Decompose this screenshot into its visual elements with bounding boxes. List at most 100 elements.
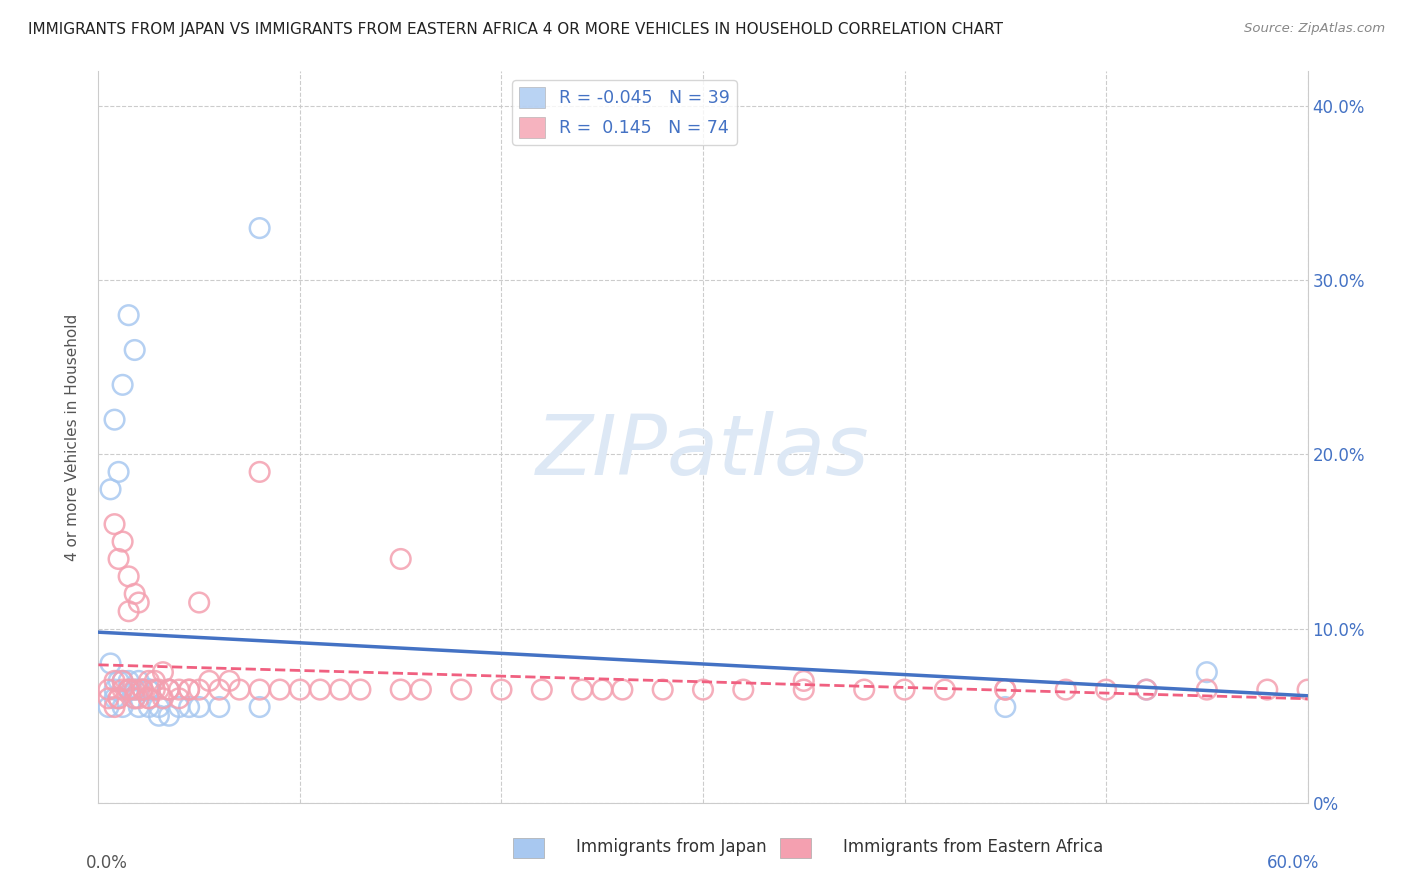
Point: [167, 682, 190, 697]
Point: [409, 682, 432, 697]
Point: [1195, 665, 1218, 680]
Point: [329, 682, 352, 697]
Point: [132, 682, 155, 697]
Text: ZIPatlas: ZIPatlas: [536, 411, 870, 492]
Point: [188, 700, 211, 714]
Point: [97, 700, 120, 714]
Point: [934, 682, 956, 697]
Point: [491, 682, 513, 697]
Point: [994, 682, 1017, 697]
Point: [111, 377, 134, 392]
Point: [152, 691, 174, 706]
Point: [138, 673, 160, 688]
Point: [118, 682, 141, 697]
Point: [612, 682, 634, 697]
Point: [571, 682, 593, 697]
Point: [111, 682, 134, 697]
Point: [198, 673, 221, 688]
Point: [228, 682, 250, 697]
Point: [132, 682, 155, 697]
Point: [167, 700, 190, 714]
Point: [128, 700, 150, 714]
Point: [118, 569, 141, 583]
Text: Immigrants from Eastern Africa: Immigrants from Eastern Africa: [801, 838, 1104, 856]
Point: [107, 673, 129, 688]
Point: [118, 682, 141, 697]
Point: [1054, 682, 1077, 697]
Point: [167, 691, 190, 706]
Point: [118, 604, 141, 618]
Point: [1256, 682, 1278, 697]
Point: [118, 673, 141, 688]
Point: [103, 700, 125, 714]
Point: [157, 682, 180, 697]
Point: [118, 682, 141, 697]
Point: [157, 708, 180, 723]
Point: [148, 708, 170, 723]
Point: [138, 682, 160, 697]
Point: [107, 691, 129, 706]
Point: [249, 682, 271, 697]
Point: [100, 657, 122, 671]
Point: [188, 682, 211, 697]
Point: [124, 682, 146, 697]
Point: [349, 682, 371, 697]
Point: [124, 691, 146, 706]
Point: [389, 552, 412, 566]
Point: [111, 673, 134, 688]
Point: [118, 682, 141, 697]
Point: [148, 682, 170, 697]
Text: Source: ZipAtlas.com: Source: ZipAtlas.com: [1244, 22, 1385, 36]
Point: [107, 465, 129, 479]
Text: IMMIGRANTS FROM JAPAN VS IMMIGRANTS FROM EASTERN AFRICA 4 OR MORE VEHICLES IN HO: IMMIGRANTS FROM JAPAN VS IMMIGRANTS FROM…: [28, 22, 1002, 37]
Point: [128, 595, 150, 609]
Point: [179, 682, 201, 697]
Point: [249, 700, 271, 714]
Point: [124, 343, 146, 357]
Point: [994, 700, 1017, 714]
Point: [1135, 682, 1157, 697]
Point: [128, 691, 150, 706]
Point: [138, 691, 160, 706]
Point: [793, 673, 815, 688]
Point: [107, 552, 129, 566]
Point: [249, 221, 271, 235]
Point: [249, 465, 271, 479]
Point: [1095, 682, 1118, 697]
Point: [103, 682, 125, 697]
Text: Immigrants from Japan: Immigrants from Japan: [534, 838, 766, 856]
Point: [530, 682, 553, 697]
Point: [138, 682, 160, 697]
Point: [111, 534, 134, 549]
Point: [107, 691, 129, 706]
Point: [128, 682, 150, 697]
Point: [152, 665, 174, 680]
Point: [692, 682, 714, 697]
Point: [128, 673, 150, 688]
Point: [188, 595, 211, 609]
Point: [103, 412, 125, 426]
Point: [143, 673, 166, 688]
Point: [103, 517, 125, 532]
Point: [124, 587, 146, 601]
Point: [179, 700, 201, 714]
Legend: R = -0.045   N = 39, R =  0.145   N = 74: R = -0.045 N = 39, R = 0.145 N = 74: [512, 80, 737, 145]
Point: [132, 682, 155, 697]
Point: [1296, 682, 1319, 697]
Point: [97, 682, 120, 697]
Point: [157, 682, 180, 697]
Point: [651, 682, 673, 697]
Point: [138, 691, 160, 706]
Point: [138, 682, 160, 697]
Point: [208, 682, 231, 697]
Point: [157, 682, 180, 697]
Point: [124, 691, 146, 706]
Point: [1135, 682, 1157, 697]
Point: [893, 682, 915, 697]
Point: [269, 682, 291, 697]
Point: [148, 700, 170, 714]
Point: [218, 673, 240, 688]
Point: [1195, 682, 1218, 697]
Text: 0.0%: 0.0%: [86, 854, 128, 872]
Point: [591, 682, 613, 697]
